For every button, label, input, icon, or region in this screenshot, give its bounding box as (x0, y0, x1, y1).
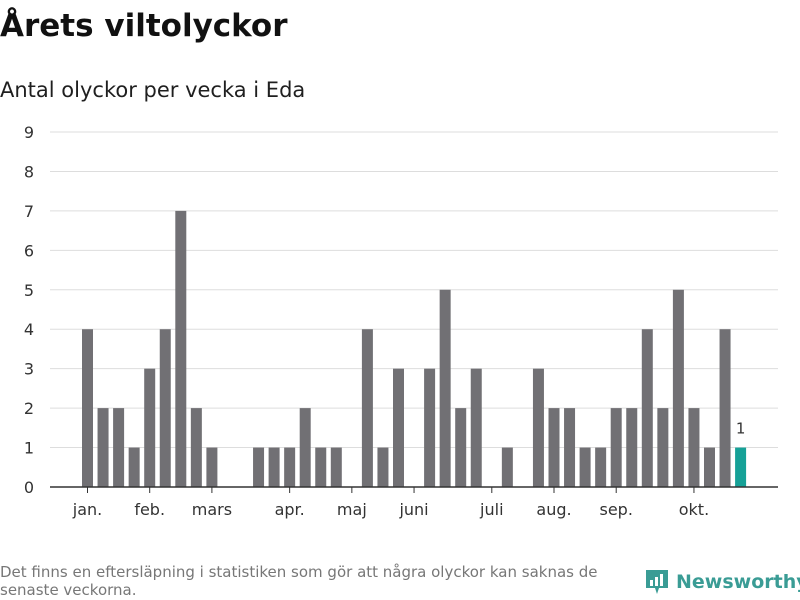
bar (501, 447, 513, 487)
bar-chart: 0 1 2 3 4 5 6 7 8 9 jan. feb. mars apr. maj juni juli aug… (24, 123, 778, 519)
bar (299, 408, 311, 487)
y-tick-label: 0 (24, 478, 34, 497)
bar (128, 447, 140, 487)
bar (393, 368, 404, 487)
bar (688, 408, 700, 487)
bar (97, 408, 109, 487)
chart-title: Årets viltolyckor (0, 8, 288, 44)
bar (719, 329, 731, 487)
footnote: Det finns en eftersläpning i statistiken… (0, 563, 598, 599)
bar (548, 408, 560, 487)
y-tick-label: 9 (24, 123, 34, 142)
x-tick-label: maj (337, 500, 367, 519)
bar (159, 329, 171, 487)
bar (190, 408, 202, 487)
y-tick-label: 1 (24, 439, 34, 458)
bar (206, 447, 218, 487)
bar (532, 368, 544, 487)
bar (315, 447, 327, 487)
bar (82, 329, 93, 487)
bar (704, 447, 715, 487)
bar (330, 447, 342, 487)
bar (424, 368, 436, 487)
brand-name: Newsworthy (676, 571, 800, 593)
y-tick-label: 8 (24, 162, 34, 181)
bar (175, 210, 187, 487)
bar (144, 368, 156, 487)
bar (641, 329, 653, 487)
x-tick-label: mars (192, 500, 232, 519)
bar (439, 289, 451, 487)
x-tick-label: aug. (536, 500, 571, 519)
bar (564, 408, 576, 487)
bar (268, 447, 280, 487)
chart-subtitle: Antal olyckor per vecka i Eda (0, 78, 306, 102)
data-label: 1 (736, 420, 746, 438)
bar (626, 408, 638, 487)
bar (361, 329, 373, 487)
y-tick-label: 2 (24, 399, 34, 418)
bar (284, 447, 296, 487)
x-tick-label: juni (398, 500, 428, 519)
bar (610, 408, 622, 487)
y-tick-label: 7 (24, 202, 34, 221)
y-tick-label: 3 (24, 360, 34, 379)
y-tick-label: 5 (24, 281, 34, 300)
bar (253, 447, 265, 487)
bar (113, 408, 125, 487)
x-tick-label: juli (479, 500, 503, 519)
x-tick-label: jan. (72, 500, 102, 519)
bar-highlight (735, 447, 747, 487)
newsworthy-logo-icon (646, 570, 668, 594)
x-tick-label: feb. (134, 500, 165, 519)
bar (470, 368, 482, 487)
bar (579, 447, 591, 487)
bar (672, 289, 684, 487)
x-tick-label: okt. (679, 500, 709, 519)
bar (455, 408, 467, 487)
y-tick-label: 6 (24, 241, 34, 260)
bar (657, 408, 669, 487)
x-tick-label: apr. (275, 500, 305, 519)
bar (377, 447, 389, 487)
bar (595, 447, 607, 487)
x-tick-label: sep. (599, 500, 632, 519)
y-tick-label: 4 (24, 320, 34, 339)
brand-logo: Newsworthy (644, 568, 800, 596)
